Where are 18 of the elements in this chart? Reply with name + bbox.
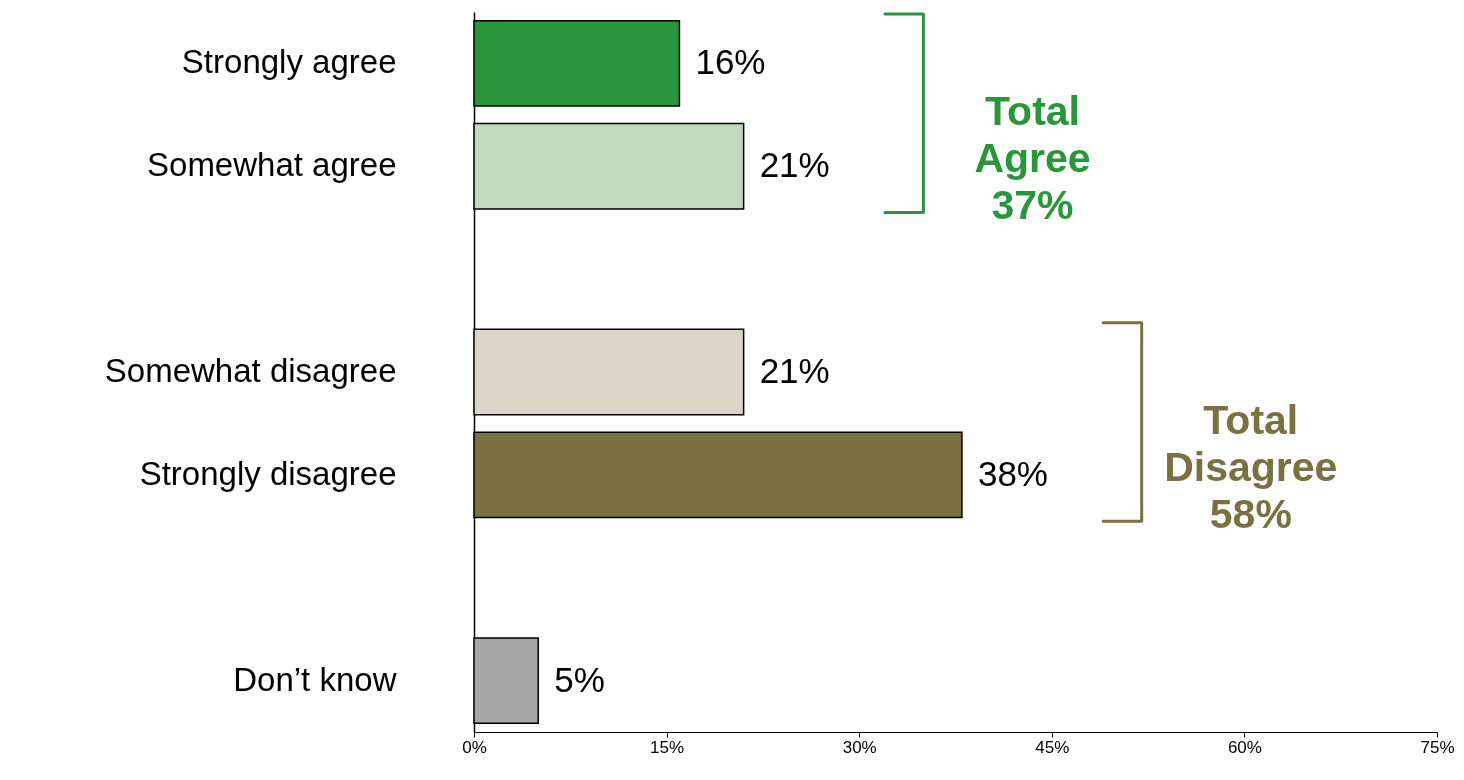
y-tick-label: Strongly disagree	[139, 454, 397, 492]
x-tick-label: 75%	[1420, 737, 1455, 757]
y-tick-label: Don’t know	[233, 660, 397, 698]
x-tick-label: 30%	[842, 737, 877, 757]
y-tick-label: Somewhat agree	[147, 146, 397, 184]
annotation: Total Disagree 58%	[1164, 396, 1338, 537]
y-tick-label: Somewhat disagree	[104, 352, 397, 389]
data-label: 16%	[695, 42, 766, 82]
x-tick-label: 0%	[462, 737, 487, 757]
data-label: 5%	[554, 659, 605, 699]
x-tick-label: 45%	[1035, 737, 1070, 757]
data-label: 21%	[759, 351, 830, 390]
x-tick-label: 15%	[650, 737, 685, 757]
data-label: 38%	[977, 453, 1048, 493]
data-label: 21%	[759, 145, 830, 185]
x-tick-label: 60%	[1227, 737, 1262, 757]
y-tick-label: Strongly agree	[181, 43, 397, 81]
annotation: Total Agree 37%	[974, 88, 1091, 229]
